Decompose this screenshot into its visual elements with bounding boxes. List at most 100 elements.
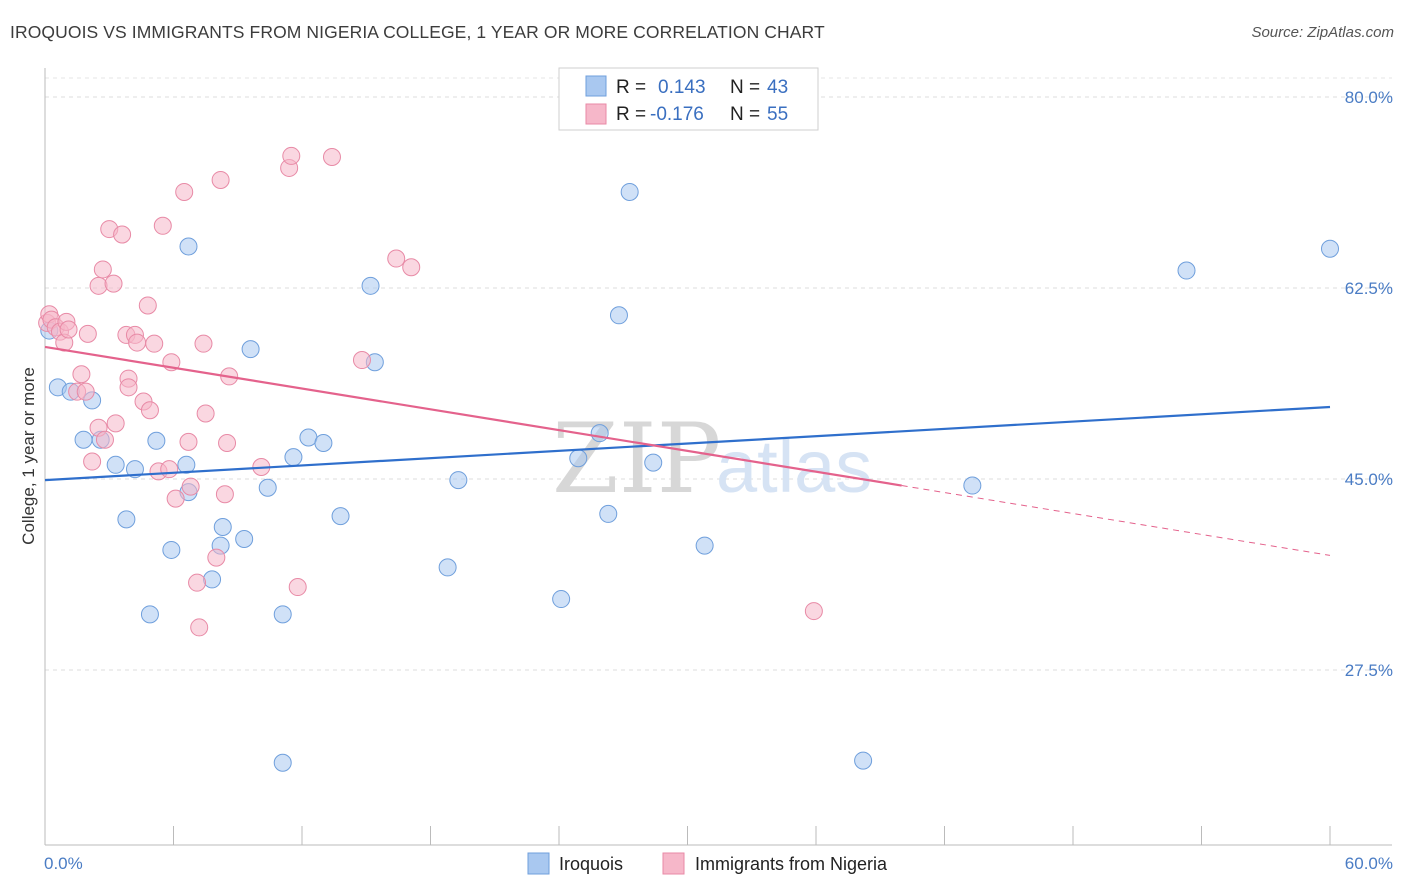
bottom-legend-swatch-nigeria (662, 852, 685, 875)
point-nigeria (76, 382, 95, 401)
chart-title: IROQUOIS VS IMMIGRANTS FROM NIGERIA COLL… (10, 22, 825, 42)
point-nigeria (104, 274, 123, 293)
point-iroquois (273, 753, 292, 772)
x-tick-label-max: 60.0% (1345, 854, 1393, 873)
point-nigeria (181, 477, 200, 496)
watermark-atlas: atlas (716, 425, 872, 508)
point-nigeria (106, 414, 125, 433)
legend-n-label-1: N = (730, 77, 760, 98)
point-iroquois (599, 504, 618, 523)
point-iroquois (162, 540, 181, 559)
point-iroquois (177, 455, 196, 474)
point-nigeria (207, 548, 226, 567)
point-iroquois (331, 507, 350, 526)
y-tick-label: 80.0% (1345, 88, 1393, 107)
point-iroquois (361, 276, 380, 295)
bottom-legend-label-iroquois: Iroquois (559, 854, 623, 874)
point-nigeria (282, 146, 301, 165)
point-nigeria (188, 573, 207, 592)
point-iroquois (314, 433, 333, 452)
point-iroquois (552, 590, 571, 609)
point-iroquois (299, 428, 318, 447)
point-nigeria (804, 602, 823, 621)
point-iroquois (1321, 239, 1339, 258)
point-iroquois (569, 449, 588, 468)
point-nigeria (138, 296, 157, 315)
gridlines (45, 77, 1392, 671)
point-iroquois (609, 306, 628, 325)
legend-r-value-2: -0.176 (650, 104, 704, 125)
point-nigeria (95, 430, 114, 449)
point-iroquois (284, 448, 303, 467)
point-nigeria (160, 460, 179, 479)
point-nigeria (128, 333, 147, 352)
point-iroquois (125, 460, 144, 479)
trend-line-iroquois (44, 405, 1331, 482)
point-nigeria (215, 485, 234, 504)
point-iroquois (179, 237, 198, 256)
bottom-legend-label-nigeria: Immigrants from Nigeria (695, 854, 888, 874)
point-nigeria (153, 216, 172, 235)
point-nigeria (59, 320, 78, 339)
y-tick-label: 27.5% (1345, 661, 1393, 680)
point-iroquois (449, 471, 468, 490)
point-nigeria (190, 618, 209, 637)
bottom-legend-swatch-iroquois (527, 852, 550, 875)
legend-r-label-2: R = (616, 104, 646, 125)
watermark: ZIP atlas (552, 403, 872, 515)
point-nigeria (140, 401, 159, 420)
legend-swatch-iroquois (585, 75, 607, 97)
point-nigeria (352, 351, 371, 370)
point-iroquois (106, 455, 125, 474)
data-points (38, 146, 1339, 772)
series-legend: Iroquois Immigrants from Nigeria (527, 852, 888, 875)
axes: 27.5% 45.0% 62.5% 80.0% (44, 68, 1393, 846)
point-iroquois (620, 182, 639, 201)
source-label: Source: ZipAtlas.com (1251, 24, 1394, 41)
trend-line-nigeria-extension (901, 485, 1331, 556)
correlation-legend: R = 0.143 N = 43 R = -0.176 N = 55 (558, 67, 819, 131)
point-nigeria (83, 452, 102, 471)
y-axis-label: College, 1 year or more (19, 367, 38, 545)
point-iroquois (1177, 261, 1196, 280)
legend-n-value-1: 43 (767, 77, 788, 98)
point-iroquois (258, 478, 277, 497)
point-iroquois (273, 605, 292, 624)
point-iroquois (963, 476, 982, 495)
trend-lines (44, 345, 1331, 556)
point-iroquois (241, 340, 260, 359)
trend-line-nigeria (44, 345, 902, 487)
legend-swatch-nigeria (585, 103, 607, 125)
point-nigeria (145, 334, 164, 353)
point-nigeria (113, 225, 132, 244)
legend-r-value-1: 0.143 (658, 77, 706, 98)
y-tick-label: 45.0% (1345, 470, 1393, 489)
point-iroquois (590, 424, 609, 443)
point-nigeria (72, 365, 91, 384)
point-nigeria (402, 258, 421, 277)
point-iroquois (438, 558, 457, 577)
point-nigeria (218, 433, 237, 452)
point-iroquois (235, 530, 254, 549)
point-nigeria (93, 260, 112, 279)
point-nigeria (179, 432, 198, 451)
point-iroquois (213, 518, 232, 537)
point-nigeria (322, 148, 341, 167)
point-iroquois (147, 431, 166, 450)
point-nigeria (211, 170, 230, 189)
point-nigeria (194, 334, 213, 353)
x-tick-label-min: 0.0% (44, 854, 83, 873)
legend-n-label-2: N = (730, 104, 760, 125)
legend-n-value-2: 55 (767, 104, 788, 125)
point-nigeria (119, 378, 138, 397)
point-nigeria (387, 249, 406, 268)
point-iroquois (203, 570, 222, 589)
y-tick-label: 62.5% (1345, 279, 1393, 298)
point-iroquois (644, 453, 663, 472)
point-nigeria (288, 578, 307, 597)
point-nigeria (196, 404, 215, 423)
point-nigeria (175, 182, 194, 201)
point-iroquois (117, 510, 136, 529)
legend-r-label-1: R = (616, 77, 646, 98)
